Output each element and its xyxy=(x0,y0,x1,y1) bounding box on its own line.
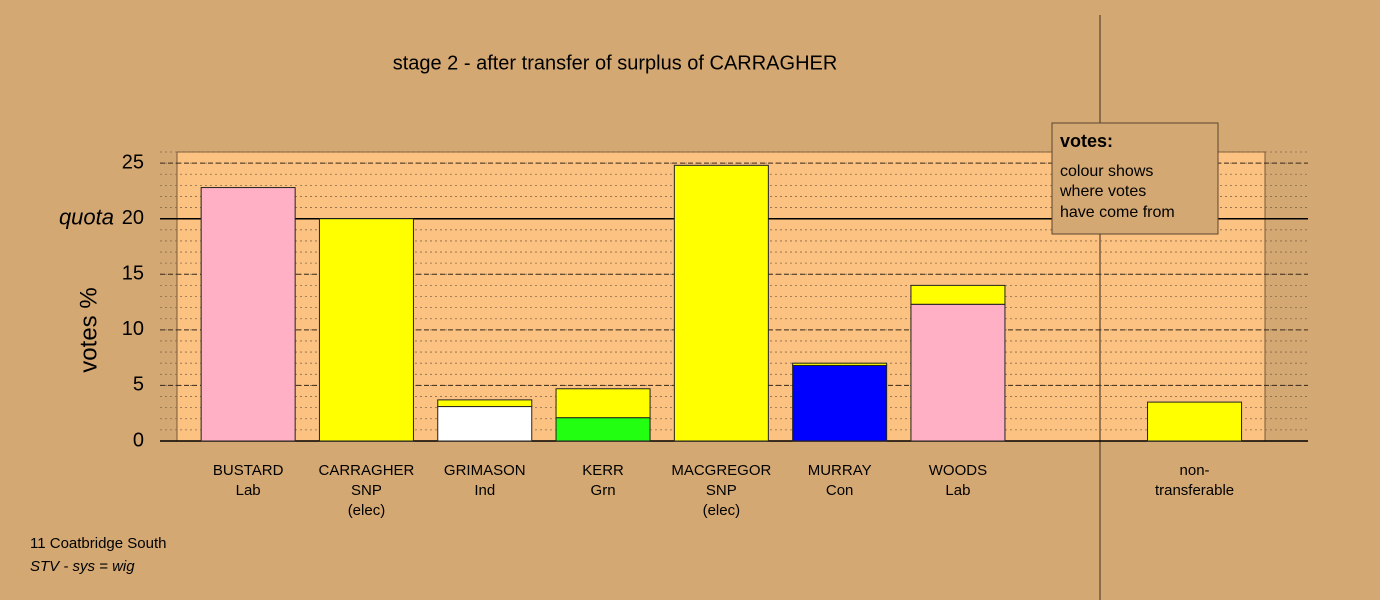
y-tick-label: 20 xyxy=(122,207,144,229)
bar-segment xyxy=(910,303,1006,442)
legend: votes: colour shows where votes have com… xyxy=(1051,122,1219,235)
bar-segment xyxy=(318,218,414,442)
x-tick-label: (elec) xyxy=(703,502,741,519)
legend-box xyxy=(1051,122,1219,235)
x-tick-label: Lab xyxy=(945,482,970,499)
x-tick-label: WOODS xyxy=(929,462,987,479)
x-tick-label: transferable xyxy=(1155,482,1234,499)
x-tick-label: non- xyxy=(1180,462,1210,479)
x-tick-label: Ind xyxy=(474,482,495,499)
legend-text: where votes xyxy=(1059,183,1146,200)
x-tick-label: Con xyxy=(826,482,854,499)
x-tick-label: SNP xyxy=(706,482,737,499)
x-tick-label: KERR xyxy=(582,462,624,479)
bar-segment xyxy=(1147,401,1243,442)
footer: 11 Coatbridge South xyxy=(30,535,167,552)
chart-title: stage 2 - after transfer of surplus of C… xyxy=(393,52,838,74)
x-tick-label: Lab xyxy=(236,482,261,499)
legend-title: votes: xyxy=(1060,131,1113,151)
x-tick-label: SNP xyxy=(351,482,382,499)
y-tick-label: 15 xyxy=(122,263,144,285)
quota-label: quota xyxy=(59,205,114,230)
bar-segment xyxy=(673,164,769,442)
legend-text: colour shows xyxy=(1060,163,1153,180)
x-tick-label: BUSTARD xyxy=(213,462,284,479)
bar-segment xyxy=(555,417,651,442)
bar-segment xyxy=(437,399,533,408)
bar-segment xyxy=(437,406,533,442)
footer: STV - sys = wig xyxy=(30,558,135,575)
x-tick-label: GRIMASON xyxy=(444,462,526,479)
x-tick-label: Grn xyxy=(591,482,616,499)
y-tick-label: 10 xyxy=(122,318,144,340)
bar-segment xyxy=(792,362,888,366)
bar-segment xyxy=(792,364,888,442)
y-axis-label: votes % xyxy=(75,287,102,372)
x-tick-label: MURRAY xyxy=(808,462,872,479)
x-tick-label: CARRAGHER xyxy=(319,462,415,479)
legend-text: have come from xyxy=(1060,204,1175,221)
bar-segment xyxy=(200,187,296,442)
x-tick-label: MACGREGOR xyxy=(671,462,771,479)
bar-segment xyxy=(555,388,651,419)
x-tick-label: (elec) xyxy=(348,502,386,519)
bar-segment xyxy=(910,284,1006,305)
y-tick-label: 5 xyxy=(133,374,144,396)
y-tick-label: 0 xyxy=(133,429,144,451)
y-tick-label: 25 xyxy=(122,151,144,173)
